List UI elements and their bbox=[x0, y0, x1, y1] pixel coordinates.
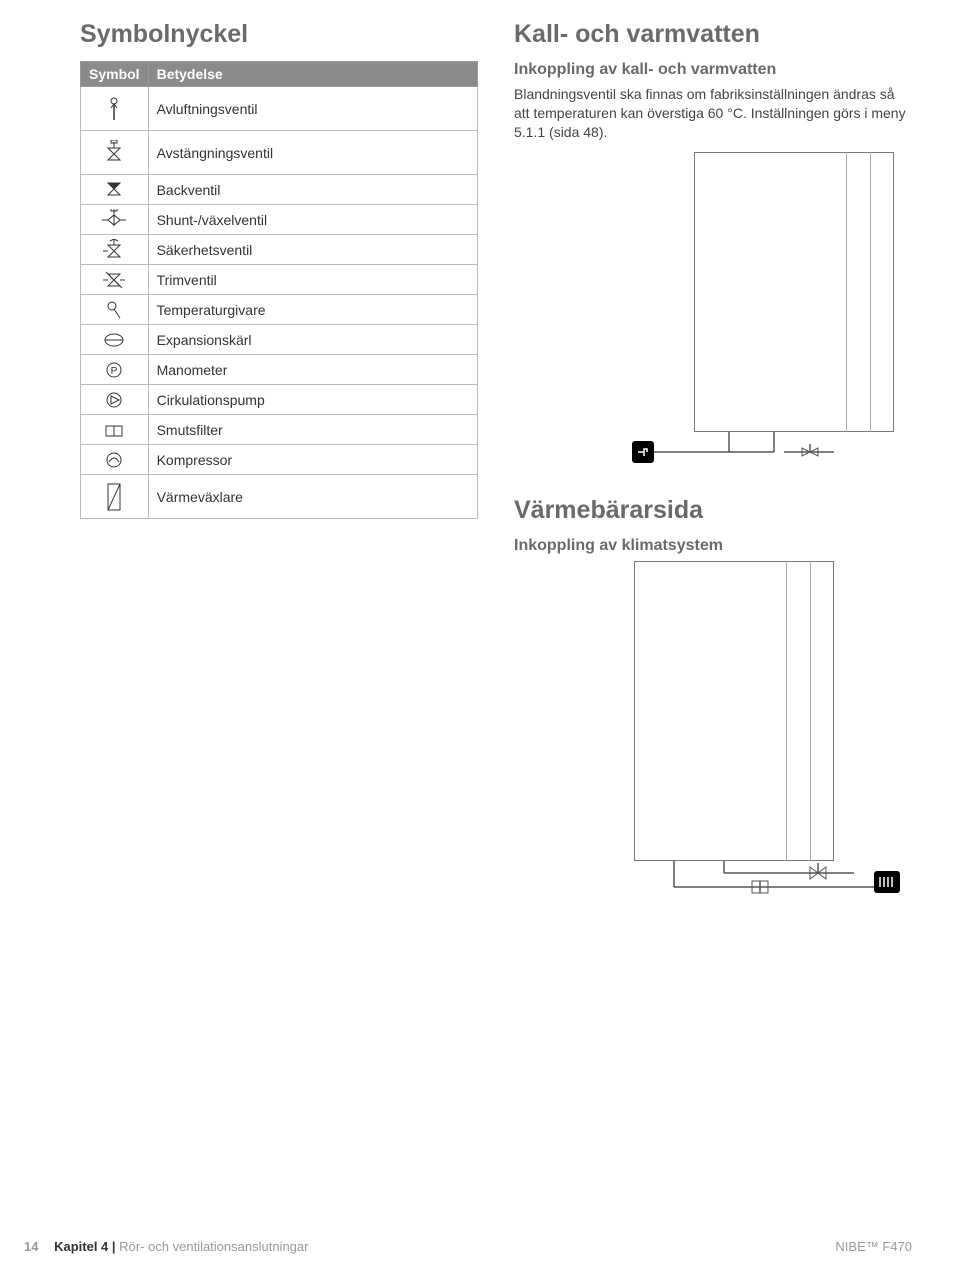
symbol-label: Temperaturgivare bbox=[148, 295, 477, 325]
symbol-icon-pump bbox=[81, 385, 149, 415]
symbol-icon-exp bbox=[81, 325, 149, 355]
svg-text:P: P bbox=[111, 366, 118, 377]
s2-sub: Inkoppling av klimatsystem bbox=[514, 537, 912, 555]
table-row: Shunt-/växelventil bbox=[81, 205, 478, 235]
symbol-icon-shunt bbox=[81, 205, 149, 235]
symbol-icon-filter bbox=[81, 415, 149, 445]
s1-para: Blandningsventil ska finnas om fabriksin… bbox=[514, 85, 912, 142]
symbol-label: Backventil bbox=[148, 175, 477, 205]
table-row: Avluftningsventil bbox=[81, 87, 478, 131]
table-row: Värmeväxlare bbox=[81, 475, 478, 519]
table-row: Cirkulationspump bbox=[81, 385, 478, 415]
tap-icon bbox=[632, 441, 654, 463]
symbol-label: Cirkulationspump bbox=[148, 385, 477, 415]
symbol-icon-comp bbox=[81, 445, 149, 475]
symbol-label: Trimventil bbox=[148, 265, 477, 295]
chapter-bold: Kapitel 4 | bbox=[54, 1239, 115, 1254]
symbol-label: Shunt-/växelventil bbox=[148, 205, 477, 235]
table-row: Kompressor bbox=[81, 445, 478, 475]
symbol-label: Manometer bbox=[148, 355, 477, 385]
table-row: Backventil bbox=[81, 175, 478, 205]
symbol-icon-mano: P bbox=[81, 355, 149, 385]
symbol-icon-trim bbox=[81, 265, 149, 295]
table-row: Trimventil bbox=[81, 265, 478, 295]
table-row: Smutsfilter bbox=[81, 415, 478, 445]
table-row: Expansionskärl bbox=[81, 325, 478, 355]
symbol-icon-shutoff bbox=[81, 131, 149, 175]
radiator-icon bbox=[874, 871, 900, 893]
symbol-label: Säkerhetsventil bbox=[148, 235, 477, 265]
s1-sub: Inkoppling av kall- och varmvatten bbox=[514, 61, 912, 79]
symbol-label: Smutsfilter bbox=[148, 415, 477, 445]
diagram-water bbox=[514, 152, 912, 472]
table-row: Säkerhetsventil bbox=[81, 235, 478, 265]
page-footer: 14 Kapitel 4 | Rör- och ventilationsansl… bbox=[0, 1239, 960, 1254]
table-row: Avstängningsventil bbox=[81, 131, 478, 175]
symbol-label: Värmeväxlare bbox=[148, 475, 477, 519]
symbol-table: Symbol Betydelse AvluftningsventilAvstän… bbox=[80, 61, 478, 519]
symbol-label: Avstängningsventil bbox=[148, 131, 477, 175]
symbol-label: Avluftningsventil bbox=[148, 87, 477, 131]
table-row: Temperaturgivare bbox=[81, 295, 478, 325]
symbol-label: Kompressor bbox=[148, 445, 477, 475]
s1-title: Kall- och varmvatten bbox=[514, 20, 912, 49]
symbol-icon-vent bbox=[81, 87, 149, 131]
page-number: 14 bbox=[24, 1239, 38, 1254]
th-meaning: Betydelse bbox=[148, 62, 477, 87]
symbol-icon-safety bbox=[81, 235, 149, 265]
th-symbol: Symbol bbox=[81, 62, 149, 87]
model: NIBE™ F470 bbox=[835, 1239, 912, 1254]
table-row: P Manometer bbox=[81, 355, 478, 385]
s2-title: Värmebärarsida bbox=[514, 496, 912, 525]
symbol-icon-temp bbox=[81, 295, 149, 325]
chapter-rest: Rör- och ventilationsanslutningar bbox=[116, 1239, 309, 1254]
symbol-label: Expansionskärl bbox=[148, 325, 477, 355]
left-title: Symbolnyckel bbox=[80, 20, 478, 49]
symbol-icon-check bbox=[81, 175, 149, 205]
diagram-heat bbox=[514, 561, 912, 901]
symbol-icon-hx bbox=[81, 475, 149, 519]
